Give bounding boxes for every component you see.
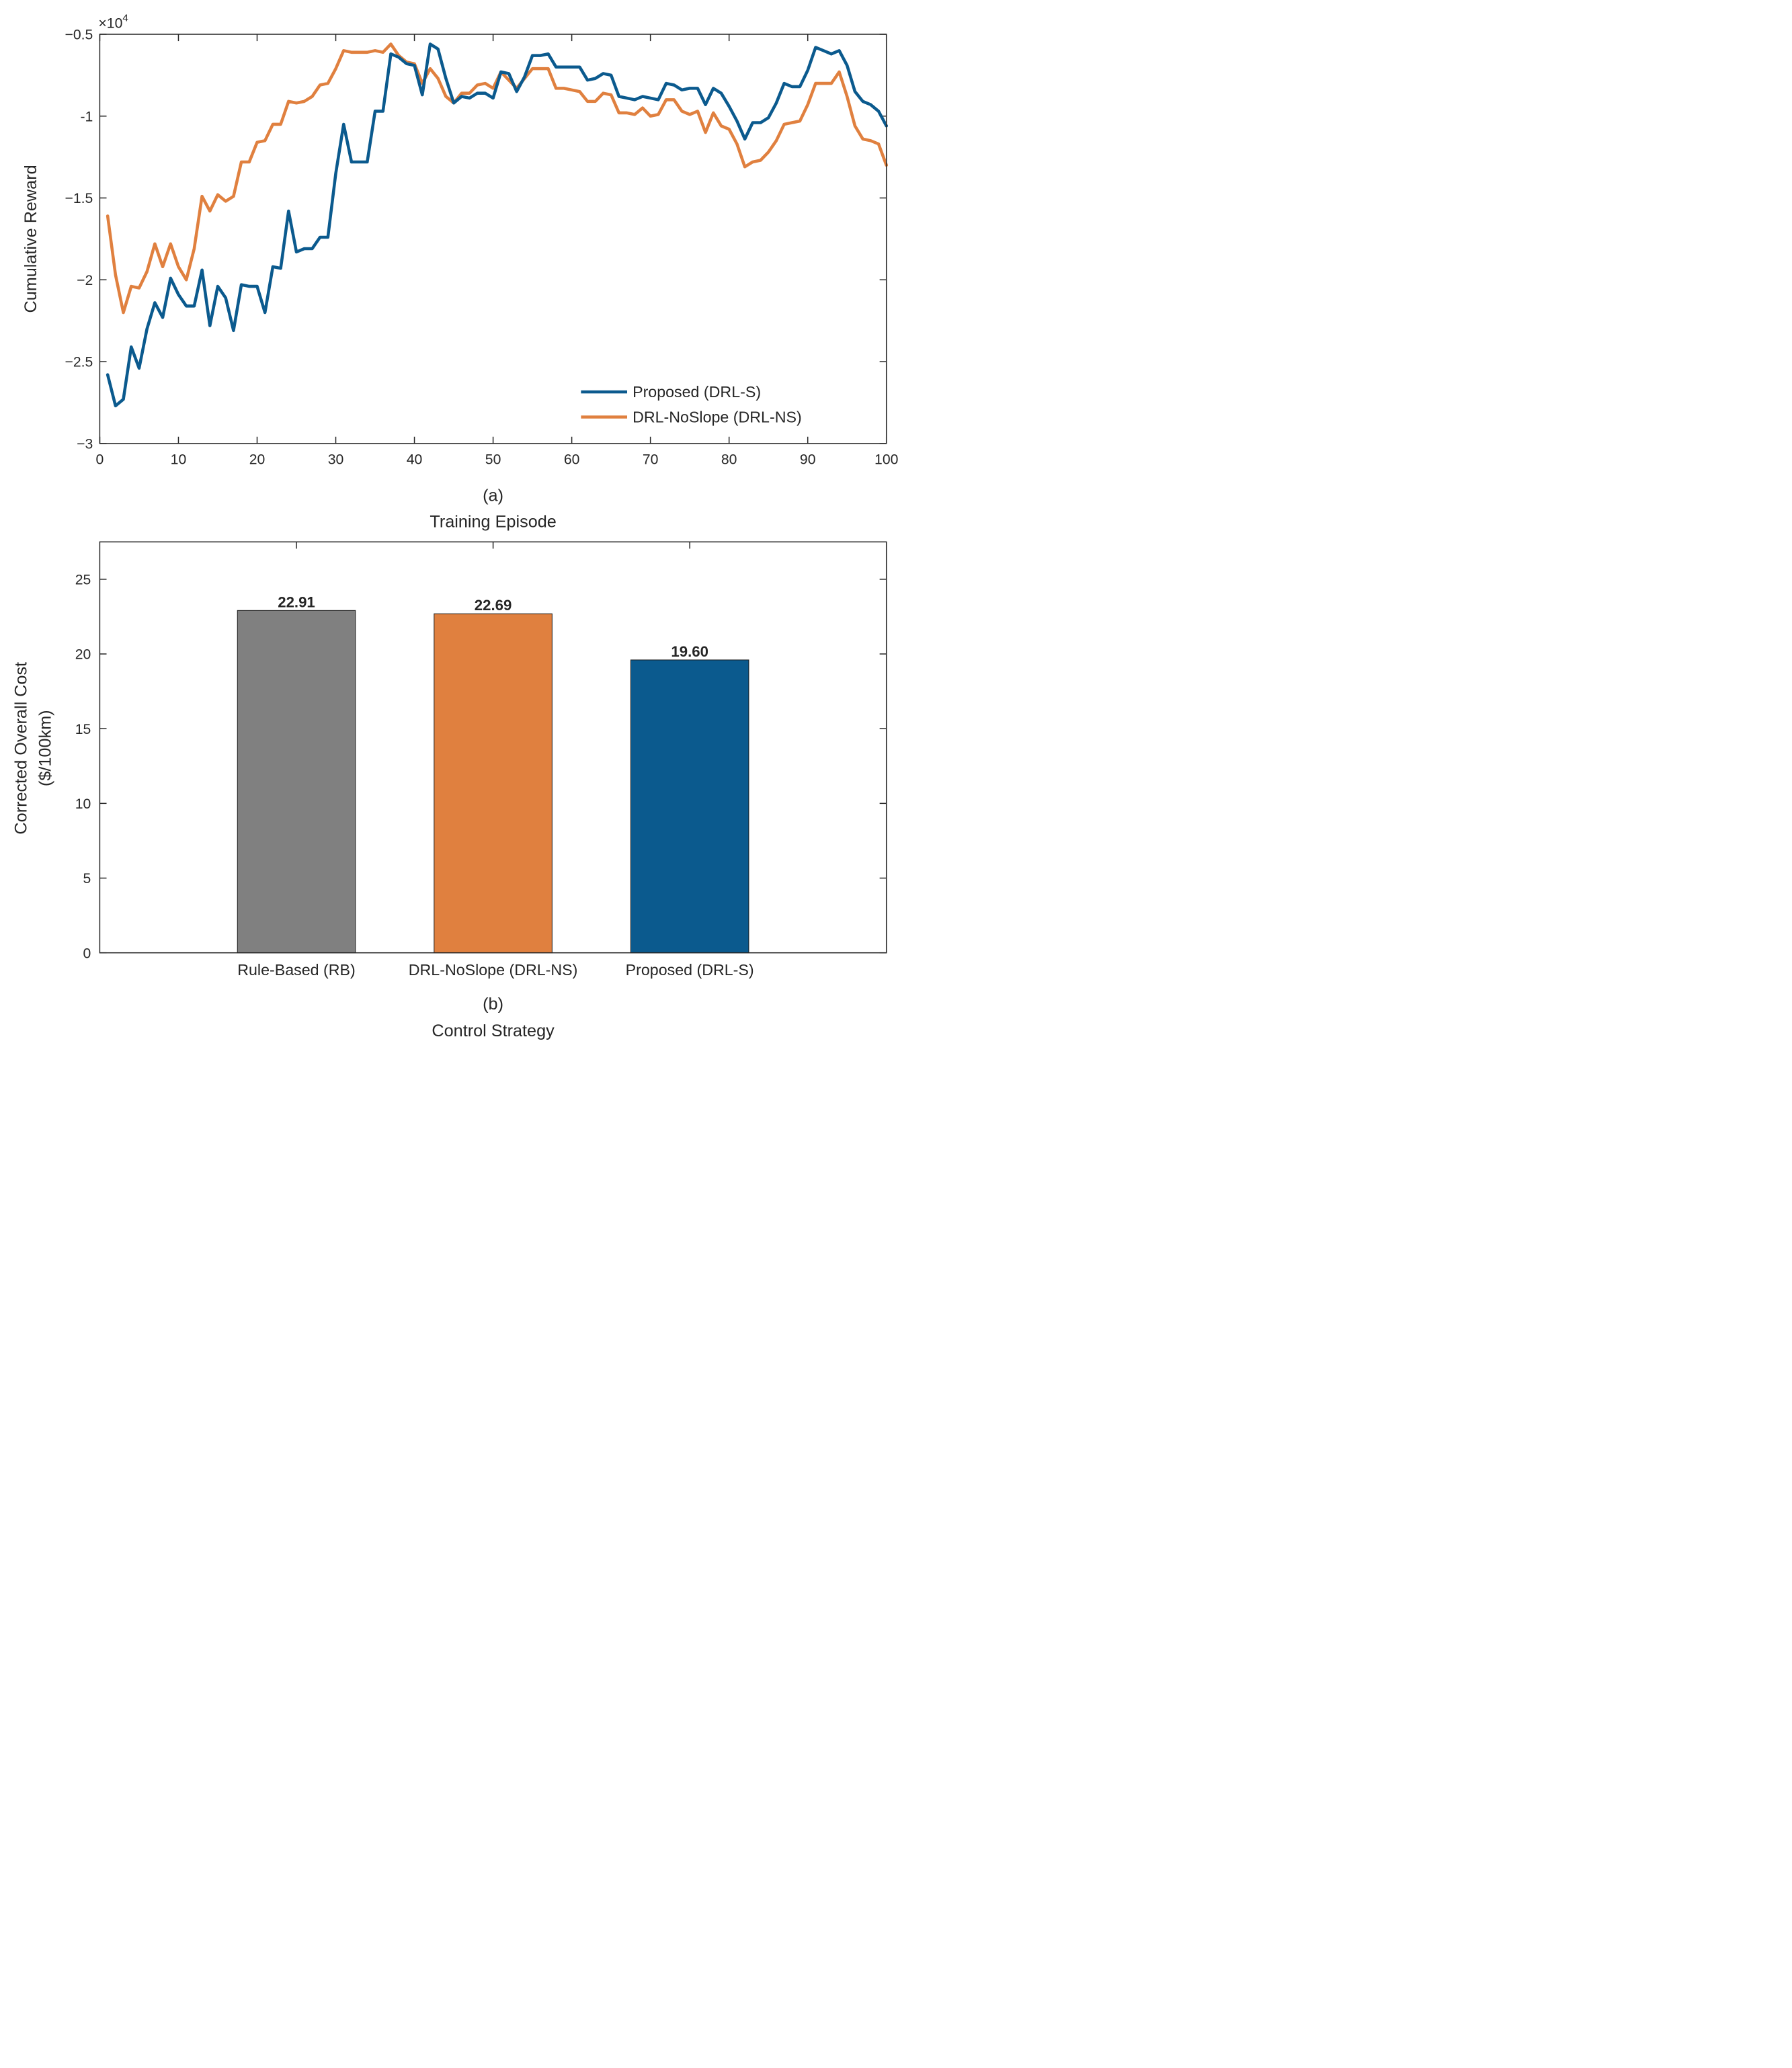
y-tick-label: 25: [75, 572, 91, 587]
bar-value-label: 19.60: [671, 643, 708, 660]
bar-value-label: 22.91: [278, 593, 315, 610]
x-tick-label: 80: [721, 452, 737, 468]
y-tick-label: 10: [75, 796, 91, 812]
panel-b-bar-chart: 22.91 22.69 19.60 Rule-Based (RB) DRL-NoSlo…: [11, 541, 887, 1040]
figure: 0 10 20 30 40 50 60 70 80 90 100 −3 −2.5 −2 −1.5 -1 −0.…: [0, 0, 905, 1044]
panel-a-legend: Proposed (DRL-S) DRL-NoSlope (DRL-NS): [581, 383, 802, 426]
y-tick-label: −3: [77, 436, 93, 452]
panel-b-y-axis-label-line1: Corrected Overall Cost: [11, 662, 30, 835]
panel-a-y-exponent: ×104: [98, 12, 128, 31]
x-tick-label: 60: [564, 452, 580, 468]
y-tick-label: −1.5: [65, 191, 93, 206]
x-tick-label: 50: [485, 452, 501, 468]
bar: [434, 613, 553, 954]
panel-b-value-labels: 22.91 22.69 19.60: [278, 593, 708, 660]
category-label: DRL-NoSlope (DRL-NS): [409, 961, 578, 979]
x-tick-label: 70: [643, 452, 659, 468]
panel-a-x-tick-labels: 0 10 20 30 40 50 60 70 80 90 100: [96, 452, 899, 468]
panel-a-y-exponent-base: ×10: [98, 15, 122, 31]
x-tick-label: 20: [249, 452, 266, 468]
x-tick-label: 0: [96, 452, 104, 468]
panel-a-y-exponent-power: 4: [122, 12, 128, 24]
x-tick-label: 10: [171, 452, 187, 468]
x-tick-label: 100: [874, 452, 898, 468]
x-tick-label: 90: [800, 452, 816, 468]
panel-a-series: [106, 42, 889, 408]
panel-b-category-labels: Rule-Based (RB) DRL-NoSlope (DRL-NS) Propo…: [237, 961, 754, 979]
y-tick-label: 20: [75, 647, 91, 663]
y-tick-label: 0: [83, 946, 91, 961]
panel-b-bars: [237, 610, 749, 954]
panel-a-y-tick-labels: −3 −2.5 −2 −1.5 -1 −0.5: [65, 28, 93, 452]
legend-label-proposed: Proposed (DRL-S): [633, 383, 761, 401]
panel-a-panel-label: (a): [483, 487, 503, 505]
bar: [630, 659, 749, 954]
y-tick-label: −0.5: [65, 28, 93, 43]
y-tick-label: −2.5: [65, 355, 93, 370]
panel-a-x-axis-label: Training Episode: [430, 513, 556, 532]
x-tick-label: 40: [407, 452, 423, 468]
panel-b-panel-label: (b): [483, 995, 503, 1014]
bar: [237, 610, 356, 954]
panel-b-axes-box: [99, 541, 887, 954]
legend-label-drl-noslope: DRL-NoSlope (DRL-NS): [633, 409, 802, 426]
y-tick-label: −2: [77, 273, 93, 288]
figure-svg: 0 10 20 30 40 50 60 70 80 90 100 −3−2.5−2−1.5-1−0.…: [0, 0, 905, 1044]
panel-b-x-axis-label: Control Strategy: [432, 1022, 555, 1040]
bar-value-label: 22.69: [475, 597, 512, 614]
y-tick-label: -1: [80, 109, 93, 124]
panel-a-y-axis-label: Cumulative Reward: [22, 165, 40, 313]
panel-a-axes-box: [99, 34, 887, 444]
y-tick-label: 15: [75, 722, 91, 737]
panel-a-line-chart: 0 10 20 30 40 50 60 70 80 90 100 −3 −2.5 −2 −1.5 -1 −0.…: [22, 12, 898, 531]
panel-b-y-tick-labels: 0 5 10 15 20 25: [75, 572, 91, 961]
y-tick-label: 5: [83, 871, 91, 886]
panel-b-y-axis-label-line2: ($/100km): [36, 710, 55, 786]
category-label: Proposed (DRL-S): [626, 961, 754, 979]
category-label: Rule-Based (RB): [237, 961, 356, 979]
series-line-proposed: [106, 42, 889, 408]
panel-a-plot-area: [99, 34, 887, 444]
x-tick-label: 30: [328, 452, 344, 468]
